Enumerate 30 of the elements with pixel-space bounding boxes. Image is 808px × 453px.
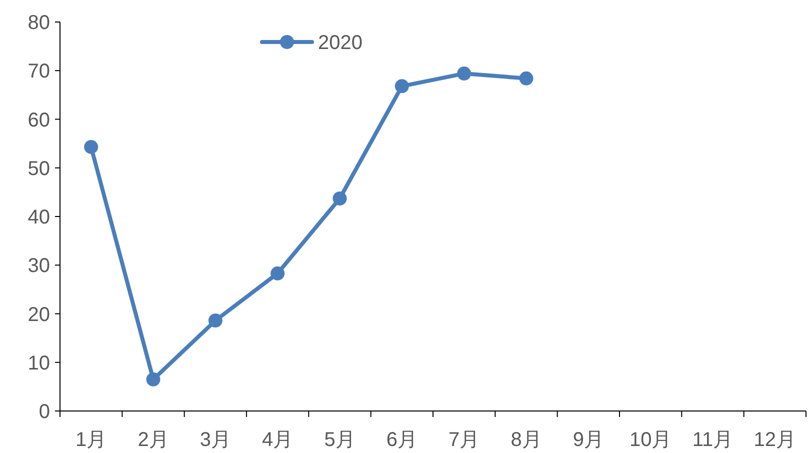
x-tick-label: 5月 [324, 429, 356, 451]
point [84, 140, 98, 154]
y-tick-label: 20 [28, 304, 50, 326]
y-tick-label: 50 [28, 158, 50, 180]
x-tick-label: 12月 [754, 429, 796, 451]
x-tick-label: 6月 [386, 429, 418, 451]
x-tick-label: 1月 [76, 429, 107, 451]
point [332, 192, 347, 206]
y-tick-label: 80 [28, 12, 50, 34]
y-tick-label: 10 [28, 352, 50, 374]
point [208, 314, 222, 328]
x-tick-label: 2月 [138, 429, 169, 451]
x-tick-label: 8月 [510, 429, 542, 451]
point [519, 71, 534, 86]
y-tick-label: 40 [28, 206, 50, 228]
x-tick-label: 10月 [629, 429, 672, 451]
legend-label: 2020 [318, 32, 362, 54]
y-tick-label: 30 [28, 255, 50, 278]
y-tick-label: 70 [28, 60, 50, 83]
x-tick-label: 9月 [572, 429, 604, 451]
x-tick-label: 7月 [448, 429, 480, 451]
y-tick-label: 0 [38, 401, 50, 423]
x-tick-label: 4月 [262, 429, 294, 451]
y-tick-label: 60 [28, 109, 50, 132]
point [146, 372, 160, 386]
point [270, 266, 285, 280]
point [457, 66, 472, 81]
point [394, 79, 409, 94]
x-tick-label: 11月 [692, 429, 734, 451]
x-tick-label: 3月 [200, 429, 231, 451]
